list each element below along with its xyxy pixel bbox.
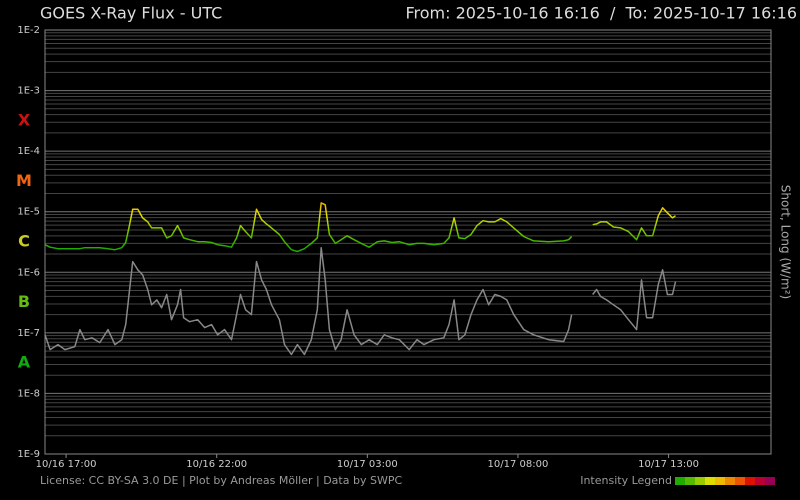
y-tick-label: 1E-3 bbox=[17, 86, 40, 97]
y2-axis-label: Short, Long (W/m²) bbox=[779, 185, 793, 299]
plot-frame bbox=[44, 29, 772, 455]
y-tick-label: 1E-6 bbox=[17, 267, 40, 278]
legend-swatch bbox=[715, 477, 725, 485]
legend-label: Intensity Legend bbox=[580, 474, 672, 487]
legend-swatch bbox=[735, 477, 745, 485]
y-tick-label: 1E-2 bbox=[17, 25, 40, 36]
chart-title: GOES X-Ray Flux - UTC bbox=[40, 4, 222, 23]
flare-class-label: A bbox=[18, 353, 31, 372]
x-tick-label: 10/17 08:00 bbox=[488, 459, 549, 470]
footer: License: CC BY-SA 3.0 DE | Plot by Andre… bbox=[40, 474, 402, 487]
x-tick-label: 10/16 17:00 bbox=[36, 459, 97, 470]
flare-class-label: B bbox=[18, 292, 30, 311]
legend-swatch bbox=[745, 477, 755, 485]
legend-swatch bbox=[695, 477, 705, 485]
x-tick-label: 10/16 22:00 bbox=[186, 459, 247, 470]
y-tick-label: 1E-4 bbox=[17, 146, 40, 157]
flare-class-label: X bbox=[18, 110, 31, 129]
legend-swatch bbox=[755, 477, 765, 485]
x-tick-label: 10/17 13:00 bbox=[638, 459, 699, 470]
legend-swatch bbox=[705, 477, 715, 485]
x-tick-label: 10/17 03:00 bbox=[337, 459, 398, 470]
flare-class-label: M bbox=[16, 171, 32, 190]
legend-swatch bbox=[725, 477, 735, 485]
legend-swatch bbox=[685, 477, 695, 485]
y-tick-label: 1E-7 bbox=[17, 328, 40, 339]
legend-swatch bbox=[765, 477, 775, 485]
flux-line bbox=[44, 246, 677, 356]
y-tick-label: 1E-8 bbox=[17, 388, 40, 399]
y-tick-label: 1E-5 bbox=[17, 207, 40, 218]
flare-class-label: C bbox=[18, 232, 30, 251]
legend-swatch bbox=[675, 477, 685, 485]
flux-line bbox=[44, 202, 676, 253]
y-tick-label: 1E-9 bbox=[17, 449, 40, 460]
chart-subtitle: From: 2025-10-16 16:16 / To: 2025-10-17 … bbox=[405, 4, 797, 23]
